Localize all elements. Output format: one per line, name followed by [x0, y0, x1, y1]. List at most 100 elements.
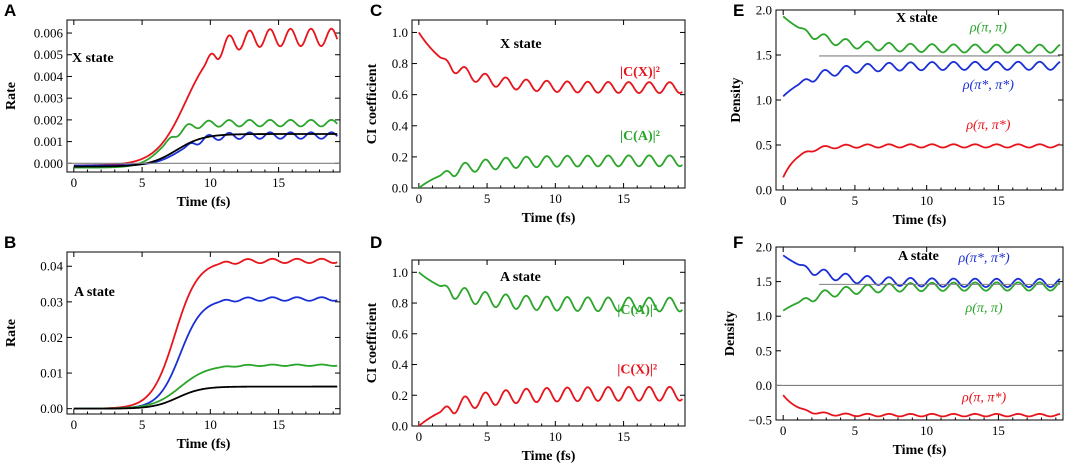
x-tick-label: 10: [204, 175, 217, 190]
x-tick-label: 0: [416, 429, 423, 444]
x-tick-label: 15: [992, 193, 1005, 208]
x-axis-label: Time (fs): [522, 449, 576, 464]
plot-frame: [411, 19, 686, 189]
series-line-blue: [782, 254, 1061, 289]
y-tick-label: 0.004: [34, 69, 64, 84]
plot-frame: [411, 259, 686, 427]
state-annotation: X state: [896, 11, 938, 26]
x-axis-label: Time (fs): [177, 195, 231, 210]
y-tick-label: 0.005: [34, 47, 63, 62]
series-label: ρ(π, π): [969, 21, 1007, 36]
x-tick-label: 15: [272, 417, 285, 432]
series-line-green: [418, 271, 683, 313]
y-tick-label: 0.8: [392, 56, 408, 71]
y-axis-label: Density: [729, 77, 744, 122]
x-axis-label: Time (fs): [177, 437, 231, 452]
panel-letter: D: [370, 233, 382, 252]
panel-f: 0 5 10 15 −0.5 0.0 0.5 1.0 1.5 2.0 Time (fs) Densit…: [723, 233, 1064, 458]
panel-letter: C: [370, 1, 382, 20]
series-line-black: [73, 133, 338, 168]
panel-b: 0 5 10 15 0.00 0.01 0.02 0.03 0.04 Time (fs) Rate B…: [4, 233, 341, 452]
plot-frame: [66, 251, 341, 415]
y-tick-label: 0.4: [392, 357, 409, 372]
series-line-green: [73, 118, 338, 169]
y-tick-label: 0.2: [392, 149, 408, 164]
y-tick-label: 0.5: [756, 343, 772, 358]
series-label: ρ(π, π): [965, 301, 1003, 316]
y-tick-label: 1.0: [756, 309, 772, 324]
x-tick-label: 0: [780, 423, 787, 438]
series-line-red: [418, 31, 683, 94]
y-tick-label: 0.04: [40, 259, 63, 274]
y-axis-label: Density: [723, 311, 738, 356]
panel-e: 0 5 10 15 0.0 0.5 1.0 1.5 2.0 Time (fs) Density E X …: [729, 1, 1064, 228]
y-tick-label: 0.8: [392, 296, 408, 311]
series-label: |C(X)|²: [617, 363, 657, 378]
x-tick-label: 5: [484, 191, 491, 206]
y-tick-label: 1.0: [392, 265, 408, 280]
series-line-blue: [782, 60, 1061, 98]
series-line-green: [782, 281, 1061, 312]
y-tick-label: 0.0: [756, 183, 772, 198]
y-tick-label: 0.006: [34, 26, 64, 41]
x-tick-label: 15: [617, 191, 630, 206]
x-tick-label: 5: [484, 429, 491, 444]
x-tick-label: 0: [416, 191, 423, 206]
series-line-green: [418, 154, 683, 188]
y-tick-label: 0.0: [392, 419, 408, 434]
series-label: |C(A)|²: [620, 129, 660, 144]
y-tick-label: 0.001: [34, 134, 63, 149]
x-tick-label: 0: [71, 417, 78, 432]
x-tick-label: 0: [71, 175, 78, 190]
series-line-black: [73, 385, 338, 410]
y-tick-label: 1.5: [756, 48, 772, 63]
x-tick-label: 15: [992, 423, 1005, 438]
y-tick-label: 0.0: [756, 378, 772, 393]
series-line-green: [782, 15, 1061, 54]
y-tick-label: 0.000: [34, 156, 63, 171]
y-tick-label: 0.6: [392, 87, 409, 102]
panel-letter: F: [733, 233, 743, 252]
x-tick-label: 5: [852, 193, 859, 208]
panel-d: 0 5 10 15 0.0 0.2 0.4 0.6 0.8 1.0 Time (fs) CI coef…: [365, 233, 686, 464]
x-tick-label: 5: [139, 417, 146, 432]
series-label: |C(X)|²: [620, 65, 660, 80]
x-axis-label: Time (fs): [522, 211, 576, 226]
state-annotation: X state: [72, 51, 114, 66]
y-axis-label: CI coefficient: [365, 63, 380, 144]
panel-c: 0 5 10 15 0.0 0.2 0.4 0.6 0.8 1.0 Time (fs) CI coef…: [365, 1, 686, 226]
state-annotation: A state: [898, 249, 939, 264]
y-tick-label: 1.5: [756, 274, 772, 289]
x-tick-label: 10: [549, 429, 562, 444]
series-label: ρ(π*, π*): [958, 251, 1010, 266]
plot-frame: [66, 19, 341, 173]
y-tick-label: 0.02: [40, 330, 63, 345]
y-axis-label: CI coefficient: [365, 302, 380, 383]
x-axis-label: Time (fs): [893, 443, 947, 458]
series-line-red: [418, 385, 683, 426]
y-tick-label: 0.4: [392, 118, 409, 133]
panel-letter: E: [733, 1, 744, 20]
y-tick-label: 0.0: [392, 181, 408, 196]
panel-letter: A: [4, 1, 16, 20]
y-tick-label: 2.0: [756, 240, 772, 255]
y-tick-label: 0.2: [392, 388, 408, 403]
y-tick-label: 0.003: [34, 91, 63, 106]
y-tick-label: 0.6: [392, 326, 409, 341]
y-tick-label: 0.00: [40, 401, 63, 416]
y-tick-label: 1.0: [392, 25, 408, 40]
series-line-red: [73, 27, 339, 167]
y-tick-label: −0.5: [748, 413, 772, 428]
y-tick-label: 0.03: [40, 294, 63, 309]
y-tick-label: 0.002: [34, 112, 63, 127]
x-tick-label: 10: [549, 191, 562, 206]
panel-letter: B: [4, 233, 16, 252]
series-label: |C(A)|²: [617, 303, 657, 318]
x-tick-label: 15: [617, 429, 630, 444]
plot-frame: [775, 246, 1064, 421]
x-tick-label: 15: [272, 175, 285, 190]
series-label: ρ(π*, π*): [962, 78, 1014, 93]
y-tick-label: 1.0: [756, 93, 772, 108]
y-tick-label: 2.0: [756, 3, 772, 18]
